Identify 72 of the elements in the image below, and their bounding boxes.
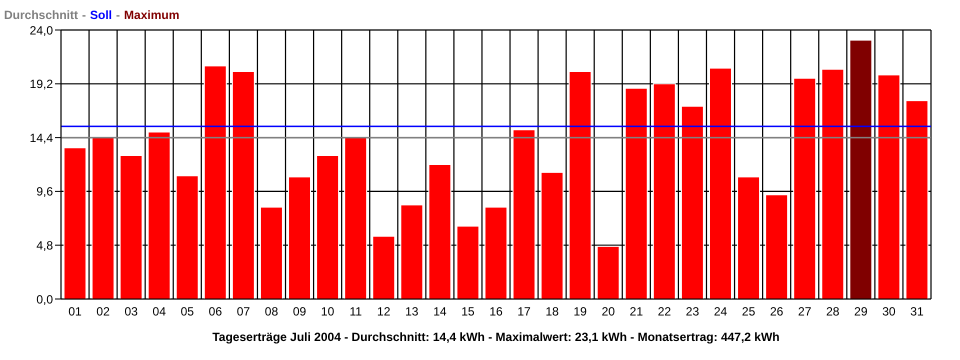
x-tick-label: 15 bbox=[461, 304, 475, 319]
bar bbox=[316, 155, 340, 299]
bar bbox=[512, 129, 536, 299]
x-tick-label: 04 bbox=[152, 304, 166, 319]
x-tick-label: 07 bbox=[236, 304, 250, 319]
y-tick-label: 4,8 bbox=[36, 238, 54, 252]
bar bbox=[148, 131, 171, 299]
ref-line-label: Durchschnitt bbox=[4, 8, 78, 22]
x-tick-label: 02 bbox=[96, 304, 110, 319]
x-tick-label: 12 bbox=[377, 304, 391, 319]
x-tick-label: 06 bbox=[208, 304, 222, 319]
bar bbox=[708, 68, 732, 299]
bar bbox=[204, 65, 227, 299]
bar bbox=[400, 204, 424, 299]
bar bbox=[456, 226, 480, 299]
x-tick-label: 28 bbox=[826, 304, 840, 319]
x-tick-label: 24 bbox=[714, 304, 728, 319]
x-tick-label: 30 bbox=[882, 304, 896, 319]
bar bbox=[765, 194, 788, 299]
x-tick-label: 23 bbox=[686, 304, 700, 319]
bar bbox=[428, 164, 452, 299]
x-tick-label: 31 bbox=[910, 304, 924, 319]
bar bbox=[64, 147, 86, 299]
bar bbox=[821, 68, 844, 299]
bar bbox=[849, 40, 872, 299]
bar bbox=[232, 70, 255, 299]
bar bbox=[568, 70, 592, 299]
text: - bbox=[82, 8, 86, 22]
bar bbox=[540, 172, 564, 299]
ref-line-label: Soll bbox=[90, 8, 112, 22]
x-tick-label: 27 bbox=[798, 304, 812, 319]
x-tick-label: 14 bbox=[433, 304, 447, 319]
text: Maximum bbox=[124, 8, 180, 22]
x-tick-label: 09 bbox=[292, 304, 307, 319]
bar bbox=[176, 175, 199, 299]
bar bbox=[120, 155, 143, 299]
x-tick-label: 22 bbox=[658, 304, 672, 319]
x-tick-label: 21 bbox=[630, 304, 644, 319]
x-tick-label: 10 bbox=[320, 304, 335, 319]
x-tick-label: 25 bbox=[742, 304, 756, 319]
x-tick-label: 20 bbox=[602, 304, 616, 319]
bar bbox=[288, 176, 312, 299]
x-tick-label: 11 bbox=[349, 304, 362, 319]
x-tick-label: 29 bbox=[854, 304, 868, 319]
text: Tageserträge Juli 2004 - Durchschnitt: 14,4 kWh - Maximalwert: 23,1 kWh - Monatsertrag: 447,2 kWh bbox=[211, 330, 781, 344]
bar bbox=[624, 88, 648, 299]
x-tick-label: 13 bbox=[405, 304, 419, 319]
bar bbox=[596, 246, 620, 299]
bar bbox=[680, 106, 704, 299]
bar bbox=[372, 236, 396, 299]
y-tick-label: 19,2 bbox=[30, 77, 54, 92]
x-tick-label: 01 bbox=[68, 304, 82, 319]
bar bbox=[877, 74, 900, 299]
x-tick-label: 26 bbox=[770, 304, 784, 319]
y-tick-label: 9,6 bbox=[36, 184, 54, 199]
bar bbox=[652, 83, 676, 299]
y-tick-label: 24,0 bbox=[30, 23, 54, 38]
bar bbox=[484, 206, 508, 299]
bar bbox=[905, 100, 928, 299]
x-tick-label: 05 bbox=[180, 304, 194, 319]
y-tick-label: 0,0 bbox=[36, 292, 54, 306]
text: - bbox=[116, 8, 120, 22]
bar bbox=[260, 206, 283, 299]
x-tick-label: 17 bbox=[517, 304, 532, 319]
bar bbox=[737, 176, 760, 299]
y-tick-label: 14,4 bbox=[30, 130, 54, 145]
x-tick-label: 19 bbox=[574, 304, 588, 319]
x-tick-label: 18 bbox=[545, 304, 560, 319]
x-tick-label: 08 bbox=[264, 304, 278, 319]
x-tick-label: 03 bbox=[124, 304, 138, 319]
x-tick-label: 16 bbox=[489, 304, 503, 319]
bar bbox=[793, 78, 816, 299]
